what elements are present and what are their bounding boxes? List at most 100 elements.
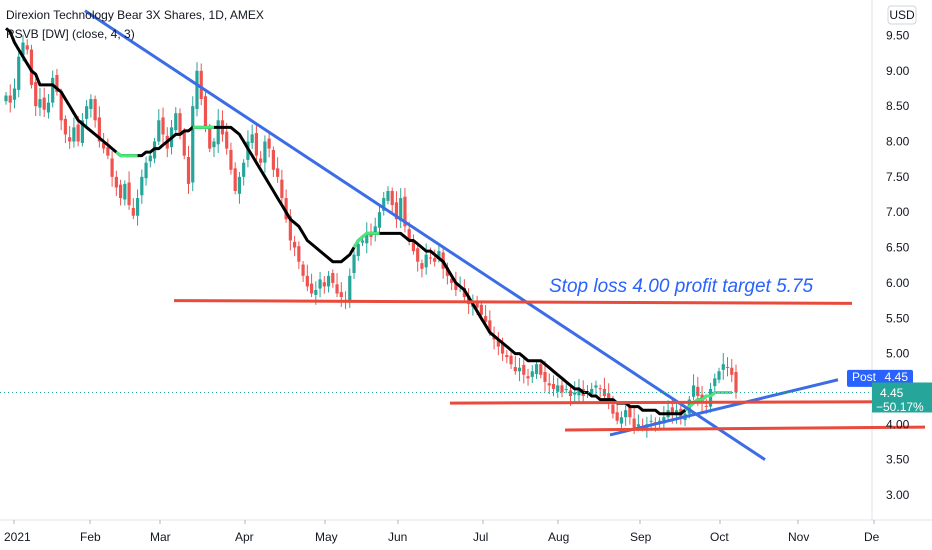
candle <box>607 383 611 410</box>
candle <box>250 124 254 149</box>
candle-body <box>102 142 106 149</box>
candle <box>305 264 309 292</box>
time-axis[interactable]: 2021 Feb Mar Apr May Jun Jul Aug Sep Oct Nov De <box>4 520 880 544</box>
candle-body <box>708 388 713 407</box>
y-tick-label: 5.00 <box>886 347 910 361</box>
candle <box>721 353 725 380</box>
candle <box>106 138 110 160</box>
x-tick-label: Jul <box>473 530 488 544</box>
candle <box>174 107 178 137</box>
candle-body <box>407 229 411 241</box>
candle-body <box>195 70 199 109</box>
candle <box>191 96 195 192</box>
candle <box>297 241 301 270</box>
candle-body <box>242 162 246 177</box>
last-price-tag: 4.45 −50.17% <box>872 382 932 414</box>
candle-body <box>76 124 80 142</box>
candle-body <box>399 198 403 221</box>
candle-body <box>110 158 114 177</box>
candle <box>38 87 42 117</box>
candle <box>123 180 127 206</box>
candle-body <box>21 42 25 56</box>
candle <box>110 151 114 187</box>
candle-body <box>68 137 72 142</box>
candle <box>80 112 84 147</box>
candle <box>63 115 68 144</box>
currency-badge[interactable]: USD <box>887 5 917 25</box>
candle-body <box>106 147 110 156</box>
candle-body <box>93 99 97 121</box>
y-tick-label: 3.00 <box>886 488 910 502</box>
candle <box>560 379 564 398</box>
candle <box>131 198 135 220</box>
candle <box>577 379 581 403</box>
candle <box>373 217 377 242</box>
candle-body <box>127 182 131 206</box>
candle <box>182 128 186 160</box>
annotation-text: Stop loss 4.00 profit target 5.75 <box>549 276 813 297</box>
candle-body <box>636 424 640 427</box>
candle-body <box>293 241 297 248</box>
candle <box>233 162 237 195</box>
x-tick-label: Feb <box>80 530 101 544</box>
candle-body <box>259 158 263 163</box>
candle-body <box>382 198 386 211</box>
candle-body <box>691 385 696 397</box>
candle-body <box>263 141 267 163</box>
candle-body <box>237 176 242 194</box>
indicator-legend: RSVB [DW] (close, 4, 3) <box>6 27 135 41</box>
candle <box>403 188 407 233</box>
candle-body <box>428 257 433 259</box>
candle-body <box>517 367 522 372</box>
y-tick-label: 4.00 <box>886 417 910 431</box>
candle <box>377 204 382 234</box>
candle <box>229 142 233 175</box>
chart-grid <box>0 0 932 521</box>
candle-body <box>288 216 292 241</box>
candle-body <box>365 233 369 244</box>
candle-body <box>479 304 483 315</box>
candle <box>734 364 738 399</box>
candle-body <box>386 190 390 201</box>
candle <box>17 48 21 98</box>
candle <box>662 406 666 429</box>
x-tick-label: Jun <box>388 530 407 544</box>
candle <box>114 170 118 197</box>
candle <box>322 276 326 294</box>
candle-body <box>280 179 284 199</box>
candle-body <box>118 184 123 199</box>
candle-body <box>483 316 488 322</box>
candle-body <box>437 251 441 259</box>
candle <box>551 375 556 397</box>
candle <box>280 169 284 203</box>
candle <box>513 355 517 375</box>
candle-body <box>208 128 212 149</box>
y-tick-label: 6.00 <box>886 276 910 290</box>
candle <box>556 378 560 398</box>
candle-body <box>97 117 101 142</box>
candle-body <box>297 246 301 262</box>
candle <box>97 106 101 148</box>
candle <box>29 44 34 89</box>
candle-body <box>186 157 191 184</box>
price-axis[interactable]: 3.003.504.004.505.005.506.006.507.007.50… <box>886 28 910 502</box>
candle <box>195 62 199 117</box>
x-tick-label: Nov <box>788 530 809 544</box>
candle-body <box>433 258 437 262</box>
post-value: 4.45 <box>885 370 909 384</box>
candle-body <box>318 279 322 289</box>
candle <box>135 189 140 226</box>
candle-body <box>140 176 144 196</box>
candle-body <box>611 404 615 414</box>
candle-body <box>174 113 178 131</box>
x-tick-label: De <box>864 530 880 544</box>
candle <box>263 135 267 173</box>
candle <box>399 188 403 229</box>
x-tick-label: 2021 <box>4 530 31 544</box>
candle-body <box>530 371 534 377</box>
candle <box>267 133 271 158</box>
y-tick-label: 3.50 <box>886 453 910 467</box>
candle-body <box>513 367 517 372</box>
candle-body <box>721 364 725 370</box>
